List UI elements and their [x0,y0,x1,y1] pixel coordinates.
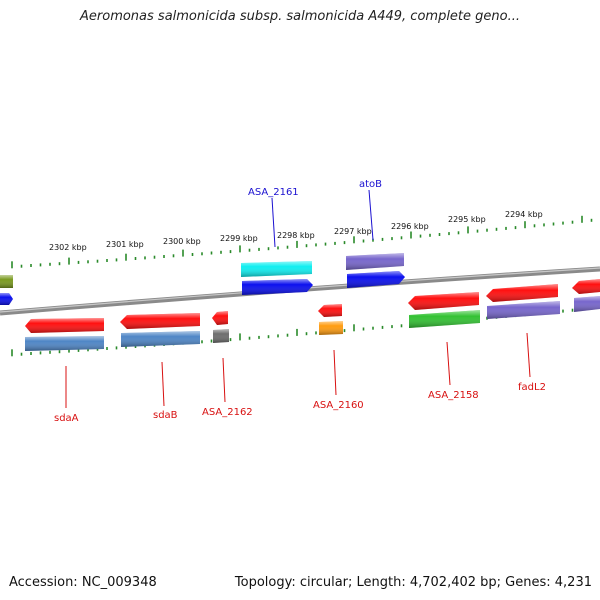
scale-label-2301: 2301 kbp [106,240,144,249]
scale-label-2297: 2297 kbp [334,227,372,236]
label-callouts [65,189,531,408]
scale-label-2295: 2295 kbp [448,215,486,224]
gene-labels: ASA_2161 atoB sdaA sdaB ASA_2162 ASA_216… [54,179,546,424]
reverse-genes [25,279,600,351]
scale-labels: 2302 kbp 2301 kbp 2300 kbp 2299 kbp 2298… [49,210,543,252]
label-sdaa[interactable]: sdaA [54,413,79,424]
label-fadl2[interactable]: fadL2 [518,382,546,393]
forward-scale-ticks [11,215,593,269]
label-asa2160[interactable]: ASA_2160 [313,400,364,411]
label-asa2158[interactable]: ASA_2158 [428,390,479,401]
label-sdab[interactable]: sdaB [153,410,178,421]
scale-label-2300: 2300 kbp [163,237,201,246]
scale-label-2298: 2298 kbp [277,231,315,240]
label-asa2161[interactable]: ASA_2161 [248,187,299,198]
map-title: Aeromonas salmonicida subsp. salmonicida… [80,9,520,24]
scale-label-2296: 2296 kbp [391,222,429,231]
accession-text: Accession: NC_009348 [9,575,157,590]
scale-label-2299: 2299 kbp [220,234,258,243]
label-asa2162[interactable]: ASA_2162 [202,407,253,418]
label-atob[interactable]: atoB [359,179,382,190]
scale-label-2294: 2294 kbp [505,210,543,219]
scale-label-2302: 2302 kbp [49,243,87,252]
forward-genes [0,253,405,305]
genome-summary-text: Topology: circular; Length: 4,702,402 bp… [234,575,592,590]
